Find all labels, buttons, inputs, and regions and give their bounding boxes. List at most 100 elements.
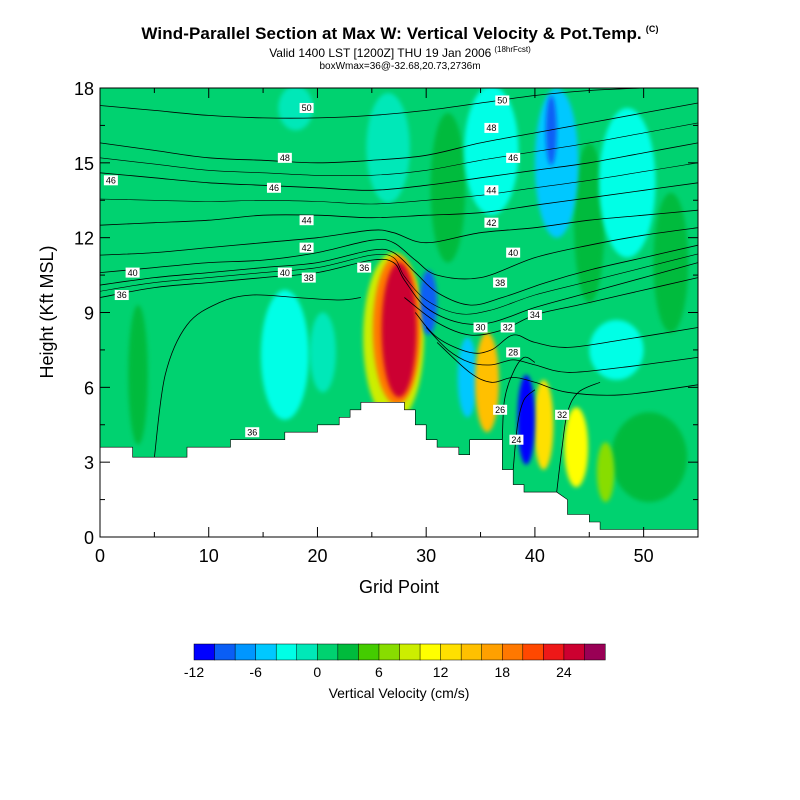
colorbar-swatch (317, 643, 339, 661)
theta-contour-36 (100, 258, 698, 325)
w-region-updraft-core (381, 262, 417, 398)
w-region-left-weak-up (128, 305, 148, 445)
theta-label-box (506, 347, 521, 358)
y-tick-label: 15 (74, 154, 94, 174)
colorbar-tick-label: -12 (184, 664, 204, 680)
theta-label-box (299, 215, 314, 226)
theta-label-text: 42 (486, 218, 496, 228)
theta-label-box (277, 152, 292, 163)
theta-label-46: 46 (103, 175, 118, 186)
x-tick-label: 40 (525, 546, 545, 566)
theta-label-box (555, 409, 570, 420)
theta-label-text: 48 (486, 123, 496, 133)
theta-contour-intermediate (100, 253, 698, 315)
theta-label-box (509, 434, 524, 445)
w-region-upper-cyan-band-1 (464, 88, 519, 216)
theta-label-text: 50 (302, 103, 312, 113)
theta-label-box (500, 322, 515, 333)
theta-contour-intermediate (100, 122, 698, 177)
w-region-upper-green-band-3 (653, 192, 689, 333)
theta-label-40: 40 (277, 267, 292, 278)
theta-label-text: 28 (508, 348, 518, 358)
x-tick-label: 30 (416, 546, 436, 566)
theta-label-46: 46 (266, 182, 281, 193)
colorbar-swatch (440, 643, 462, 661)
colorbar-swatch (275, 643, 298, 661)
theta-label-28: 28 (506, 347, 521, 358)
theta-contour-44 (100, 182, 698, 226)
w-region-downdraft-lee (419, 270, 438, 335)
theta-label-text: 40 (280, 268, 290, 278)
colorbar-tick-label: -6 (249, 664, 262, 680)
theta-label-32: 32 (555, 409, 570, 420)
colorbar-swatch (399, 643, 421, 661)
w-region-upper-green-band-2 (574, 142, 605, 303)
colorbar-swatch (337, 643, 359, 661)
w-region-left-weak-down-2 (309, 312, 336, 393)
colorbar-swatch (255, 643, 277, 661)
valid-time-text: Valid 1400 LST [1200Z] THU 19 Jan 2006 (269, 46, 492, 60)
x-tick-label: 10 (199, 546, 219, 566)
theta-label-24: 24 (509, 434, 524, 445)
theta-label-38: 38 (493, 277, 508, 288)
w-region-mid-right-cyan (589, 319, 644, 380)
theta-contour-48 (100, 102, 698, 164)
x-axis-label: Grid Point (359, 577, 439, 597)
theta-contour-50 (100, 88, 644, 119)
theta-label-48: 48 (277, 152, 292, 163)
theta-label-text: 44 (486, 185, 496, 195)
theta-label-text: 40 (128, 268, 138, 278)
theta-contour-34 (404, 277, 698, 336)
theta-label-text: 36 (247, 427, 257, 437)
theta-label-50: 50 (299, 102, 314, 113)
w-region-wave-4-up (564, 407, 589, 488)
copyright-mark: (C) (645, 24, 659, 35)
theta-label-40: 40 (506, 247, 521, 258)
theta-label-text: 26 (495, 405, 505, 415)
forecast-hour-text: (18hrFcst) (494, 45, 531, 54)
chart-subtitle: Valid 1400 LST [1200Z] THU 19 Jan 2006 (1… (0, 45, 800, 60)
colorbar-label: Vertical Velocity (cm/s) (329, 685, 470, 701)
theta-label-box (299, 102, 314, 113)
colorbar-swatch (522, 643, 544, 661)
theta-label-text: 34 (530, 310, 540, 320)
theta-label-text: 46 (508, 153, 518, 163)
theta-label-box (103, 175, 118, 186)
w-region-upper-cyan-band-5 (278, 88, 314, 131)
colorbar-swatch (563, 643, 586, 661)
theta-label-text: 42 (302, 243, 312, 253)
theta-label-box (484, 185, 499, 196)
theta-contour-32 (414, 312, 698, 354)
potential-temperature-contours (100, 88, 698, 493)
w-region-left-weak-down (260, 290, 309, 420)
colorbar-swatch (214, 643, 236, 661)
theta-label-text: 44 (302, 215, 312, 225)
theta-label-text: 24 (511, 435, 521, 445)
theta-label-36: 36 (245, 427, 260, 437)
theta-contour-40 (100, 227, 698, 280)
x-tick-label: 20 (307, 546, 327, 566)
y-tick-label: 6 (84, 378, 94, 398)
w-region-upper-blue-streak (545, 95, 557, 166)
theta-label-box (493, 404, 508, 415)
theta-label-box (266, 182, 281, 193)
theta-label-box (493, 277, 508, 288)
y-tick-label: 3 (84, 453, 94, 473)
theta-label-text: 38 (495, 278, 505, 288)
vertical-velocity-field (128, 88, 689, 503)
theta-label-text: 38 (304, 273, 314, 283)
colorbar-swatch (584, 643, 606, 661)
colorbar-swatch (481, 643, 503, 661)
theta-label-30: 30 (473, 322, 488, 333)
theta-label-box (301, 272, 316, 283)
theta-label-50: 50 (495, 95, 510, 106)
theta-contour-42 (100, 209, 698, 256)
y-tick-label: 18 (74, 79, 94, 99)
theta-label-text: 30 (476, 323, 486, 333)
theta-label-34: 34 (527, 309, 542, 320)
theta-label-box (506, 152, 521, 163)
theta-label-text: 32 (557, 410, 567, 420)
theta-label-box (125, 267, 140, 278)
theta-label-box (484, 122, 499, 133)
chart-title-text: Wind-Parallel Section at Max W: Vertical… (141, 24, 642, 43)
